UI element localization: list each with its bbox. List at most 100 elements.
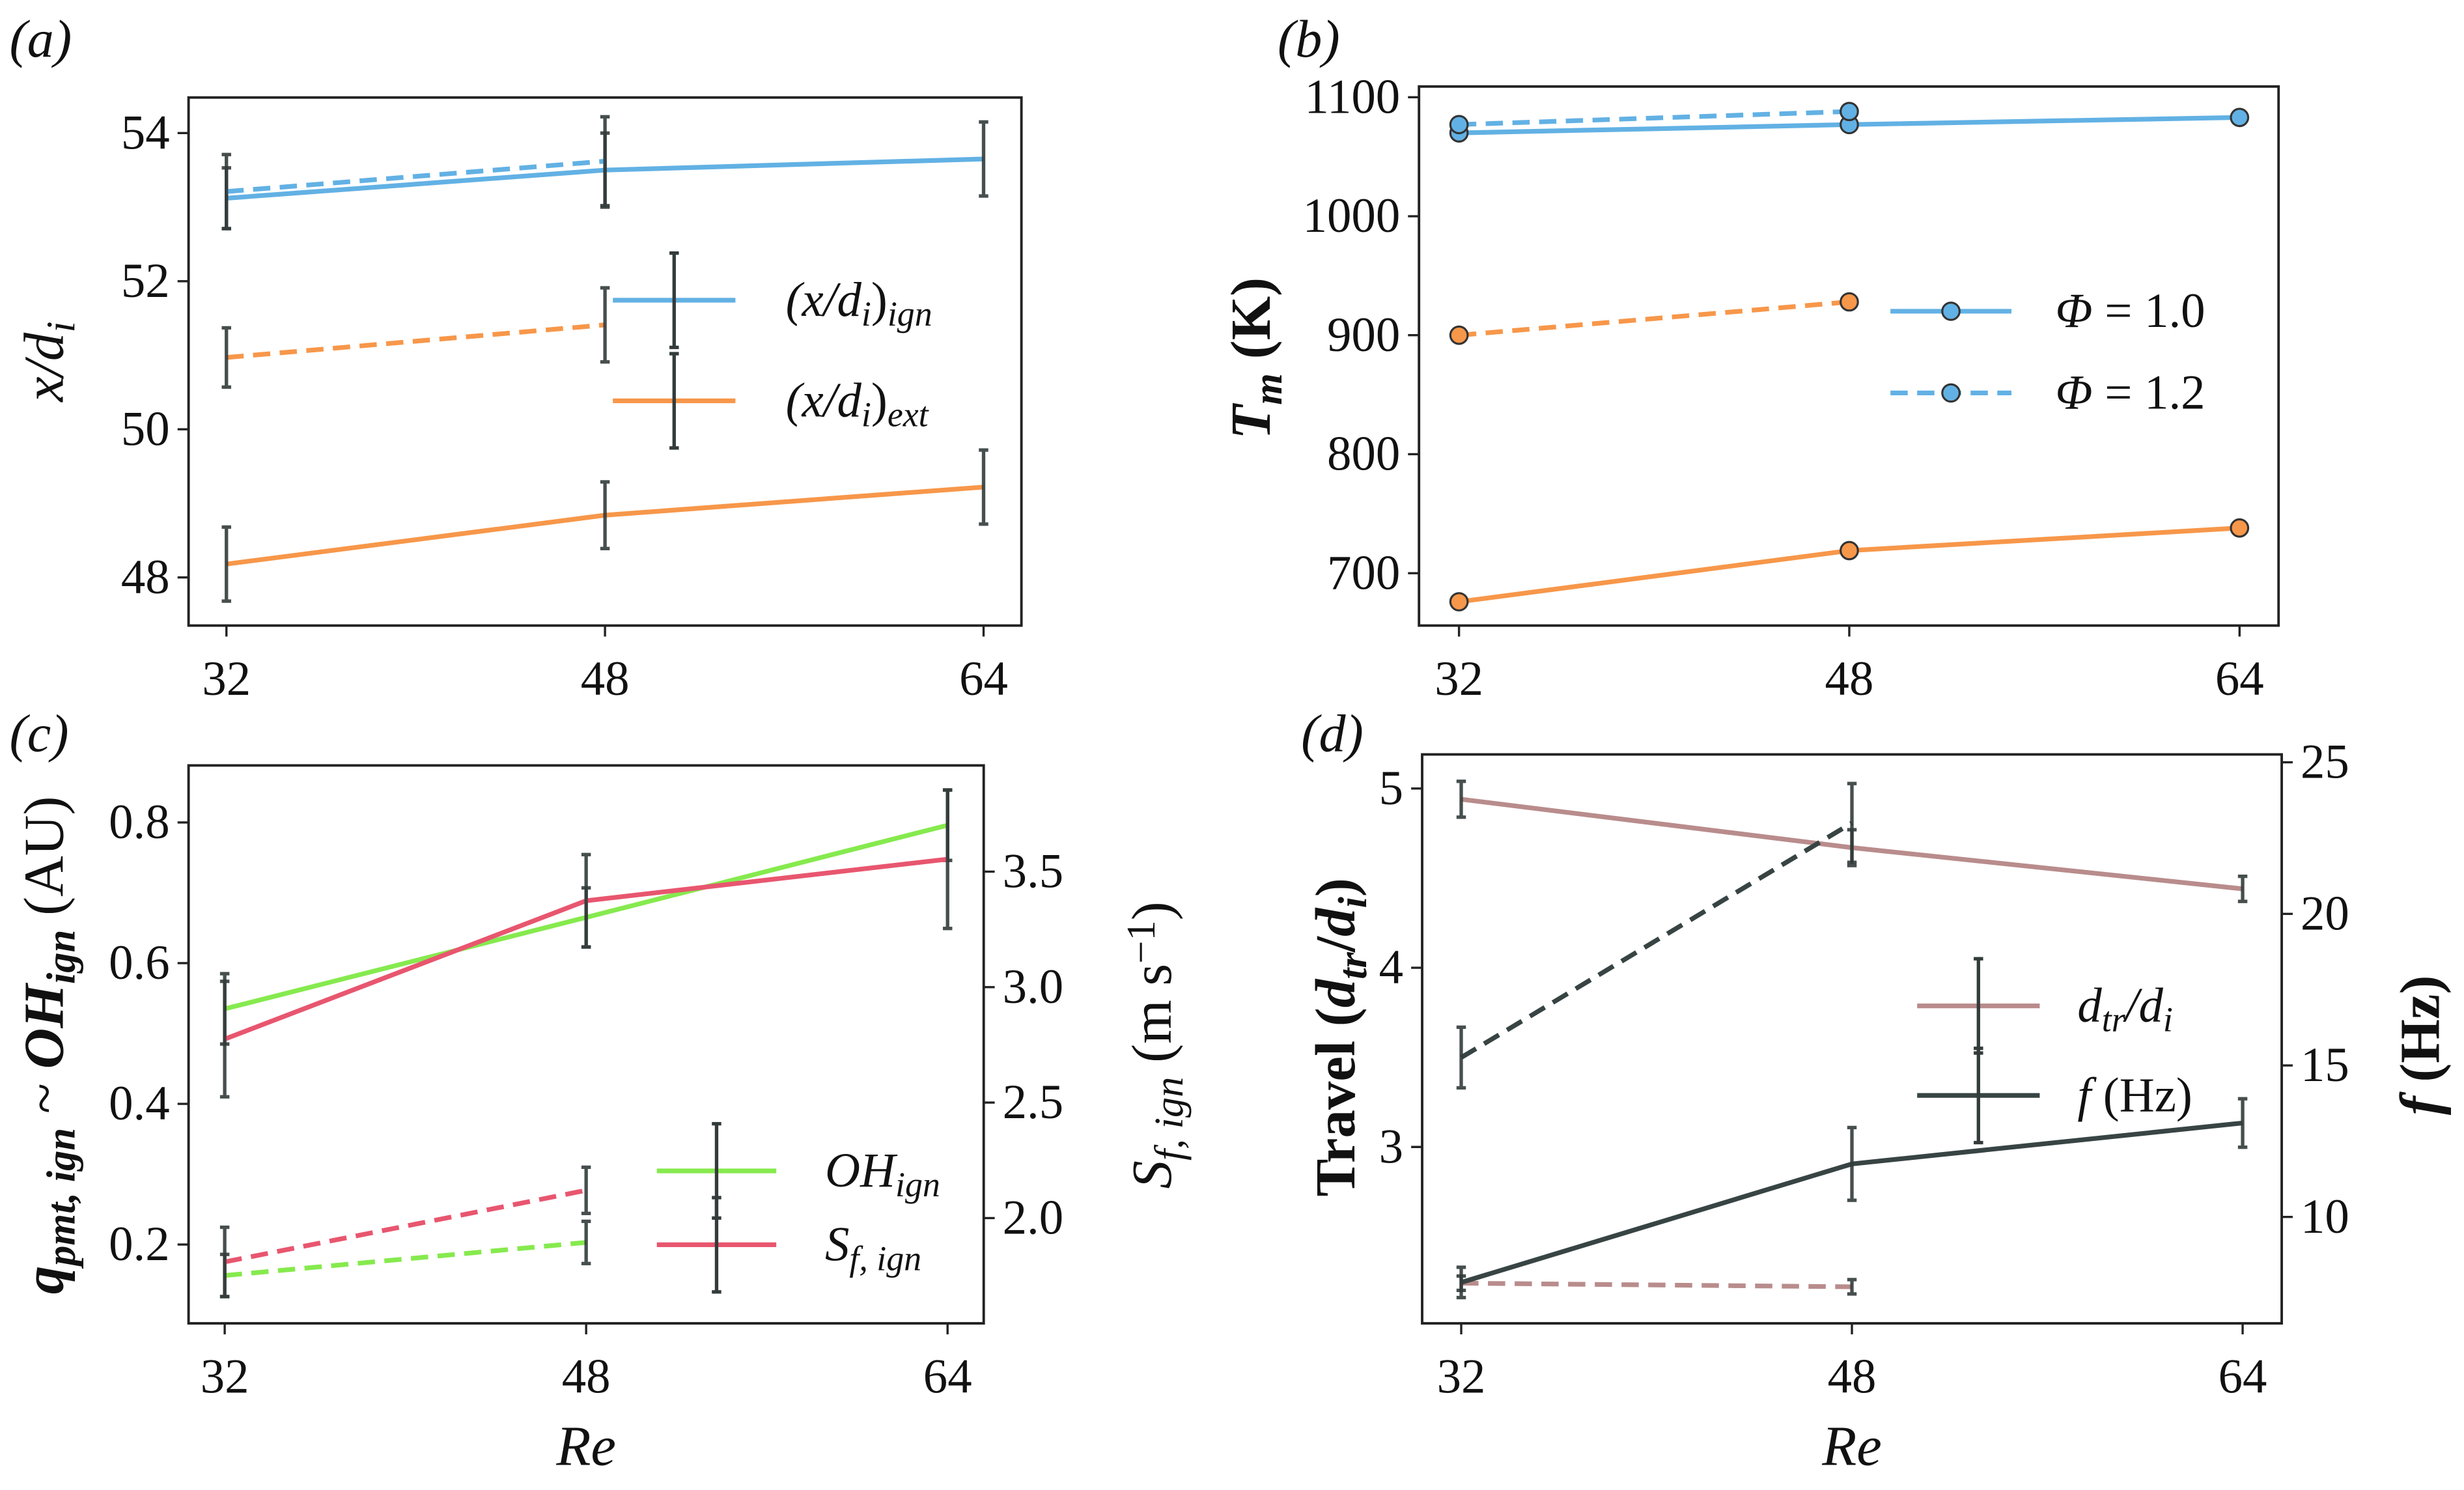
y-tick-label: 0.6 xyxy=(109,936,170,990)
series-dark-dashed xyxy=(1456,781,1857,1090)
legend-label-part: (Hz) xyxy=(2091,1068,2192,1122)
legend-entry: (x/di)ext xyxy=(613,352,930,450)
panel-label: (d) xyxy=(1301,704,1364,763)
x-axis-label-part: Re xyxy=(1821,1414,1882,1477)
y-right-axis-label: f (Hz) xyxy=(2388,976,2451,1116)
x-tick-label: 64 xyxy=(2219,1349,2267,1403)
y-tick-label: 0.8 xyxy=(109,795,170,849)
y-tick-label: 3 xyxy=(1379,1119,1403,1174)
legend-label: (x/di)ext xyxy=(786,374,930,434)
legend-label-part: d xyxy=(2077,979,2102,1033)
y-axis-label-part: d xyxy=(1304,978,1367,1007)
error-bar xyxy=(1847,1278,1857,1296)
error-bar xyxy=(1456,1265,1466,1300)
legend-label-part: = 1.2 xyxy=(2093,366,2205,420)
data-point xyxy=(1840,102,1859,122)
y-right-axis-label-part: S xyxy=(1121,1160,1183,1188)
legend-label: dtr/di xyxy=(2077,979,2173,1039)
y-axis-label-part: (K) xyxy=(1220,277,1282,373)
x-tick-label: 48 xyxy=(1828,1349,1877,1403)
data-point xyxy=(1449,325,1469,345)
error-bar xyxy=(2237,1097,2248,1149)
legend-label-part: (x/d xyxy=(786,273,862,327)
y-right-tick-label: 15 xyxy=(2301,1038,2349,1092)
series-red-solid xyxy=(219,788,953,1099)
y-tick-label: 700 xyxy=(1327,546,1400,600)
series-blue-dashed xyxy=(221,115,610,231)
y-axis-label-part: ~ xyxy=(13,1069,76,1127)
x-tick-label: 32 xyxy=(202,652,251,706)
legend-label-part: S xyxy=(825,1218,849,1272)
error-bar xyxy=(219,1225,230,1299)
x-axis-label-part: Re xyxy=(555,1414,616,1477)
y-tick-label: 5 xyxy=(1379,761,1403,815)
legend-entry: Φ = 1.0 xyxy=(1890,284,2205,338)
error-bar xyxy=(221,152,231,231)
x-tick-label: 48 xyxy=(562,1349,611,1403)
y-axis-label-part: tr xyxy=(1330,951,1375,979)
error-bar xyxy=(219,979,230,1099)
y-right-tick-label: 2.0 xyxy=(1003,1191,1064,1245)
series-line xyxy=(1460,821,1853,1060)
series-line xyxy=(1459,109,1850,127)
legend-label-part: ign xyxy=(888,294,932,333)
y-axis-label: x/di xyxy=(13,321,84,403)
error-bar xyxy=(600,115,610,208)
legend-label: Φ = 1.2 xyxy=(2056,366,2205,420)
x-axis-label: Re xyxy=(1821,1414,1882,1477)
x-tick-label: 64 xyxy=(2215,652,2264,706)
y-right-axis-label-part: (m s xyxy=(1121,964,1183,1077)
y-tick-label: 1000 xyxy=(1303,189,1401,243)
x-tick-label: 64 xyxy=(923,1349,972,1403)
legend-label-part: f, ign xyxy=(849,1239,921,1278)
panel-c: (c) 32 48 64 0.2 0.4 0.6 0.8 2.0 2.5 3.0 3.5 qpmt, i… xyxy=(9,704,1191,1478)
y-axis-label-part: pmt, ign xyxy=(38,1128,83,1269)
legend-label-part: i xyxy=(2163,1000,2173,1039)
legend-entry: f (Hz) xyxy=(1917,1047,2192,1145)
y-axis-label-part: T xyxy=(1220,403,1282,440)
series-line xyxy=(224,1240,587,1278)
legend-label: OHign xyxy=(825,1144,940,1204)
y-right-axis-label-part: (Hz) xyxy=(2388,976,2451,1097)
y-axis-label: qpmt, ign ~ OHign (AU) xyxy=(13,796,84,1295)
data-point xyxy=(2230,107,2250,128)
panel-label: (a) xyxy=(9,9,72,68)
series-orange-dashed xyxy=(1449,292,1859,345)
y-tick-label: 0.4 xyxy=(109,1076,170,1131)
y-right-tick-label: 20 xyxy=(2301,886,2349,940)
error-bar xyxy=(979,448,988,526)
panel-label: (b) xyxy=(1278,9,1340,68)
panel-label: (c) xyxy=(9,704,68,763)
error-bar xyxy=(1456,1025,1466,1090)
legend-label-part: ) xyxy=(871,374,888,428)
series-line xyxy=(1461,1280,1853,1289)
error-bar xyxy=(1847,781,1857,864)
series-dark-solid xyxy=(1456,1097,2248,1300)
y-tick-label: 1100 xyxy=(1304,70,1400,124)
error-bar xyxy=(600,480,610,550)
y-tick-label: 800 xyxy=(1327,427,1400,481)
legend-label-part: ign xyxy=(895,1165,940,1204)
y-axis-label-part: x/d xyxy=(13,332,76,403)
y-axis-label: Tm (K) xyxy=(1220,277,1291,440)
y-right-axis-label-part: f, ign xyxy=(1146,1077,1192,1161)
data-point xyxy=(1840,541,1859,561)
error-bar xyxy=(581,1219,591,1265)
y-tick-label: 50 xyxy=(121,402,170,456)
series-green-dashed xyxy=(219,1219,591,1299)
legend-label-part: = 1.0 xyxy=(2093,284,2205,338)
y-right-axis-label-part: ) xyxy=(1121,901,1183,920)
legend-label: Sf, ign xyxy=(825,1218,921,1278)
y-tick-label: 48 xyxy=(121,550,170,604)
error-bar xyxy=(221,525,231,603)
error-bar xyxy=(2237,874,2248,903)
y-right-tick-label: 25 xyxy=(2301,735,2349,789)
x-tick-label: 32 xyxy=(1435,652,1483,706)
series-orange-solid xyxy=(1449,518,2250,611)
legend-label-part: ) xyxy=(871,273,888,327)
y-right-tick-label: 3.0 xyxy=(1003,960,1064,1014)
series-orange-dashed xyxy=(221,286,610,389)
series-line xyxy=(224,1188,587,1265)
